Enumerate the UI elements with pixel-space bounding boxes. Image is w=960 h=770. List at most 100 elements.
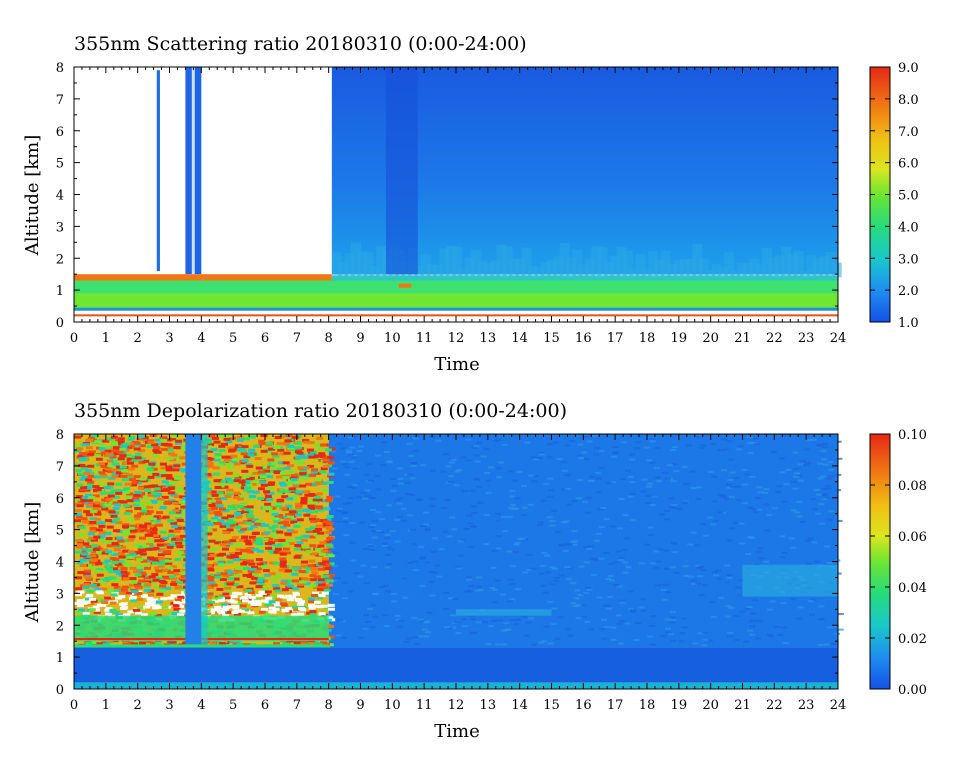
x-tick-label: 24	[830, 331, 847, 346]
x-tick-label: 9	[356, 698, 364, 713]
x-tick-label: 1	[102, 331, 110, 346]
x-tick-label: 20	[702, 331, 719, 346]
colorbar-tick-label: 0.06	[898, 530, 927, 545]
cloud-column	[156, 70, 160, 271]
y-tick-label: 0	[56, 683, 64, 698]
colorbar: 0.00 0.02 0.04 0.06 0.08 0.10	[869, 428, 927, 698]
x-tick-label: 4	[197, 331, 205, 346]
chart-title: 355nm Depolarization ratio 20180310 (0:0…	[74, 400, 567, 422]
y-axis-label: Altitude [km]	[22, 502, 43, 624]
colorbar-tick-label: 3.0	[898, 252, 919, 267]
x-tick-label: 10	[384, 331, 401, 346]
x-tick-label: 19	[671, 331, 688, 346]
colorbar-tick-label: 0.02	[898, 632, 927, 647]
y-tick-label: 6	[56, 125, 64, 140]
colorbar-tick-label: 0.04	[898, 581, 927, 596]
y-tick-label: 8	[56, 61, 64, 76]
x-tick-label: 12	[448, 331, 465, 346]
x-tick-label: 18	[639, 698, 656, 713]
x-tick-label: 8	[325, 698, 333, 713]
y-tick-label: 4	[56, 189, 64, 204]
y-tick-label: 3	[56, 587, 64, 602]
x-tick-label: 5	[229, 331, 237, 346]
x-tick-label: 17	[607, 698, 624, 713]
colorbar-tick-label: 0.08	[898, 479, 927, 494]
x-tick-label: 12	[448, 698, 465, 713]
axes: 0 1 2 3 4 5 6 7 8 9 10 11 12 13 14 15 16 17 18 19 20 21 22 23 24…	[56, 428, 847, 713]
x-tick-label: 7	[293, 331, 301, 346]
x-tick-label: 7	[293, 698, 301, 713]
x-tick-label: 18	[639, 331, 656, 346]
colorbar-tick-label: 9.0	[898, 61, 919, 76]
y-tick-label: 1	[56, 651, 64, 666]
x-tick-label: 23	[798, 331, 815, 346]
low-depol-column	[185, 434, 202, 648]
colorbar-tick-label: 8.0	[898, 93, 919, 108]
x-tick-label: 22	[766, 698, 783, 713]
x-tick-label: 0	[70, 698, 78, 713]
x-tick-label: 15	[543, 698, 560, 713]
x-tick-label: 2	[134, 331, 142, 346]
x-tick-label: 9	[356, 331, 364, 346]
colorbar: 1.0 2.0 3.0 4.0 5.0 6.0 7.0 8.0 9.0	[869, 61, 919, 331]
y-tick-label: 7	[56, 460, 64, 475]
y-tick-label: 6	[56, 492, 64, 507]
x-axis-label: Time	[434, 354, 479, 375]
x-tick-label: 5	[229, 698, 237, 713]
x-axis-label: Time	[434, 721, 479, 742]
x-tick-label: 3	[165, 331, 173, 346]
x-tick-label: 11	[416, 331, 433, 346]
y-tick-label: 7	[56, 93, 64, 108]
x-tick-label: 3	[165, 698, 173, 713]
colorbar-tick-label: 2.0	[898, 284, 919, 299]
free-troposphere-region	[328, 434, 838, 648]
x-tick-label: 4	[197, 698, 205, 713]
y-tick-label: 5	[56, 524, 64, 539]
y-tick-label: 2	[56, 252, 64, 267]
x-tick-label: 15	[543, 331, 560, 346]
x-tick-label: 2	[134, 698, 142, 713]
colorbar-gradient	[869, 433, 891, 690]
x-tick-label: 0	[70, 331, 78, 346]
depolarization-ratio-panel: 355nm Depolarization ratio 20180310 (0:0…	[22, 400, 927, 742]
x-tick-label: 13	[480, 698, 497, 713]
x-tick-label: 17	[607, 331, 624, 346]
y-tick-label: 2	[56, 619, 64, 634]
boundary-layer	[74, 647, 838, 683]
x-tick-label: 22	[766, 331, 783, 346]
x-tick-label: 16	[575, 331, 592, 346]
colorbar-tick-label: 6.0	[898, 157, 919, 172]
scattering-ratio-panel: 355nm Scattering ratio 20180310 (0:00-24…	[22, 33, 919, 375]
x-tick-label: 6	[261, 331, 269, 346]
x-tick-label: 1	[102, 698, 110, 713]
colorbar-tick-label: 7.0	[898, 125, 919, 140]
x-tick-label: 14	[511, 698, 528, 713]
x-tick-label: 11	[416, 698, 433, 713]
x-tick-label: 21	[734, 331, 751, 346]
y-tick-label: 5	[56, 157, 64, 172]
y-tick-label: 4	[56, 556, 64, 571]
y-tick-label: 1	[56, 284, 64, 299]
colorbar-tick-label: 0.00	[898, 683, 927, 698]
y-tick-label: 3	[56, 220, 64, 235]
x-tick-label: 24	[830, 698, 847, 713]
x-tick-label: 6	[261, 698, 269, 713]
colorbar-tick-label: 0.10	[898, 428, 927, 443]
chart-title: 355nm Scattering ratio 20180310 (0:00-24…	[74, 33, 527, 55]
x-tick-label: 8	[325, 331, 333, 346]
x-tick-label: 13	[480, 331, 497, 346]
x-tick-label: 16	[575, 698, 592, 713]
x-tick-label: 21	[734, 698, 751, 713]
x-tick-label: 10	[384, 698, 401, 713]
plot-area	[74, 67, 842, 322]
colorbar-tick-label: 5.0	[898, 189, 919, 204]
colorbar-tick-label: 1.0	[898, 316, 919, 331]
x-tick-label: 19	[671, 698, 688, 713]
x-tick-label: 20	[702, 698, 719, 713]
y-tick-label: 8	[56, 428, 64, 443]
y-tick-label: 0	[56, 316, 64, 331]
y-axis-label: Altitude [km]	[22, 135, 43, 257]
colorbar-tick-label: 4.0	[898, 220, 919, 235]
x-tick-label: 14	[511, 331, 528, 346]
